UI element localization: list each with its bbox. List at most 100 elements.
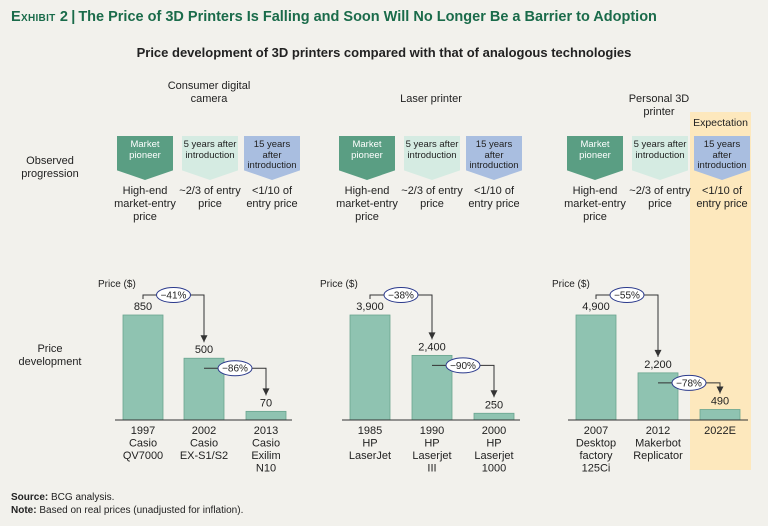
bar bbox=[473, 412, 515, 421]
change-badge-label: −38% bbox=[388, 291, 414, 302]
note-text: Based on real prices (unadjusted for inf… bbox=[39, 505, 244, 516]
category-label: EX-S1/S2 bbox=[180, 450, 228, 462]
change-arrow-head bbox=[428, 332, 436, 340]
category-label: HP bbox=[486, 438, 501, 450]
change-badge-label: −86% bbox=[222, 364, 248, 375]
change-badge-label: −90% bbox=[450, 361, 476, 372]
exhibit-label: Exhibit 2 bbox=[11, 9, 69, 25]
category-label: Replicator bbox=[633, 450, 683, 462]
note-label: Note: bbox=[11, 505, 37, 516]
tag-description-five: ~2/3 of entry price bbox=[401, 185, 463, 210]
change-badge-oval bbox=[671, 374, 707, 391]
change-arrow-head bbox=[654, 349, 662, 357]
exhibit-title: Exhibit 2 | The Price of 3D Printers Is Fa… bbox=[11, 9, 657, 25]
source-label: Source: bbox=[11, 492, 49, 503]
tag-five: 5 years after introduction bbox=[404, 136, 460, 180]
value-label: 850 bbox=[134, 301, 152, 313]
category-label: N10 bbox=[256, 463, 276, 475]
category-label: 1997 bbox=[131, 425, 155, 437]
observed-progression-label: Observed progression bbox=[21, 155, 79, 180]
tag-description-pioneer: High-end market-entry price bbox=[336, 185, 398, 223]
expectation-label: Expectation bbox=[693, 117, 748, 129]
tag-description-fifteen: <1/10 of entry price bbox=[468, 185, 520, 210]
category-label: 1000 bbox=[482, 463, 506, 475]
category-label: HP bbox=[424, 438, 439, 450]
category-label: Exilim bbox=[251, 450, 280, 462]
panel-heading: Consumer digital camera bbox=[167, 80, 251, 105]
change-badge-label: −55% bbox=[614, 291, 640, 302]
bar bbox=[349, 314, 391, 421]
tag-fifteen: 15 years after introduction bbox=[694, 136, 750, 180]
category-label: Casio bbox=[129, 438, 157, 450]
bar bbox=[699, 409, 741, 421]
category-label: Makerbot bbox=[635, 438, 681, 450]
bar bbox=[122, 314, 164, 421]
tag-five: 5 years after introduction bbox=[182, 136, 238, 180]
category-label: factory bbox=[579, 450, 613, 462]
category-label: LaserJet bbox=[349, 450, 391, 462]
tag-description-fifteen: <1/10 of entry price bbox=[246, 185, 298, 210]
category-label: 125Ci bbox=[582, 463, 611, 475]
tag-pioneer: Market pioneer bbox=[117, 136, 173, 180]
tag-description-pioneer: High-end market-entry price bbox=[114, 185, 176, 223]
category-label: HP bbox=[362, 438, 377, 450]
exhibit-title-text: The Price of 3D Printers Is Falling and … bbox=[78, 9, 657, 25]
source-text: BCG analysis. bbox=[51, 492, 115, 503]
tag-five: 5 years after introduction bbox=[632, 136, 688, 180]
value-label: 4,900 bbox=[582, 301, 610, 313]
bar bbox=[411, 354, 453, 421]
category-label: 2012 bbox=[646, 425, 670, 437]
chart-subtitle: Price development of 3D printers compare… bbox=[136, 45, 632, 60]
change-badge-oval bbox=[217, 360, 253, 377]
category-label: 1985 bbox=[358, 425, 382, 437]
tag-pioneer: Market pioneer bbox=[339, 136, 395, 180]
category-label: Laserjet bbox=[412, 450, 451, 462]
value-label: 70 bbox=[260, 397, 272, 409]
bar bbox=[575, 314, 617, 421]
value-label: 2,200 bbox=[644, 359, 672, 371]
tag-description-five: ~2/3 of entry price bbox=[179, 185, 241, 210]
category-label: Casio bbox=[190, 438, 218, 450]
value-label: 500 bbox=[195, 344, 213, 356]
price-development-label: Price development bbox=[18, 343, 82, 368]
value-label: 2,400 bbox=[418, 341, 446, 353]
change-badge-oval bbox=[383, 287, 419, 303]
panel-heading: Personal 3D printer bbox=[628, 93, 690, 118]
panel-heading: Laser printer bbox=[400, 93, 462, 105]
exhibit-separator: | bbox=[71, 9, 76, 25]
tag-fifteen: 15 years after introduction bbox=[466, 136, 522, 180]
category-label: 2007 bbox=[584, 425, 608, 437]
category-label: III bbox=[427, 463, 436, 475]
bar bbox=[637, 372, 679, 421]
y-axis-label: Price ($) bbox=[98, 279, 136, 290]
footer: Source: BCG analysis. Note: Based on rea… bbox=[11, 491, 243, 517]
bar bbox=[245, 410, 287, 421]
change-arrow-head bbox=[716, 386, 724, 394]
change-arrow-head bbox=[262, 388, 270, 396]
tag-description-pioneer: High-end market-entry price bbox=[564, 185, 626, 223]
category-label: 2022E bbox=[704, 425, 736, 437]
change-badge-oval bbox=[609, 287, 645, 303]
category-label: Desktop bbox=[576, 438, 616, 450]
tag-fifteen: 15 years after introduction bbox=[244, 136, 300, 180]
category-label: 1990 bbox=[420, 425, 444, 437]
change-badge-oval bbox=[156, 287, 191, 303]
category-label: Casio bbox=[252, 438, 280, 450]
change-arrow-head bbox=[200, 335, 208, 343]
change-badge-oval bbox=[445, 357, 481, 374]
tag-description-fifteen: <1/10 of entry price bbox=[696, 185, 748, 210]
tag-pioneer: Market pioneer bbox=[567, 136, 623, 180]
value-label: 3,900 bbox=[356, 301, 384, 313]
category-label: Laserjet bbox=[474, 450, 513, 462]
tag-description-five: ~2/3 of entry price bbox=[629, 185, 691, 210]
value-label: 490 bbox=[711, 396, 729, 408]
category-label: 2013 bbox=[254, 425, 278, 437]
category-label: 2000 bbox=[482, 425, 506, 437]
category-label: 2002 bbox=[192, 425, 216, 437]
change-badge-label: −41% bbox=[161, 291, 187, 302]
change-badge-label: −78% bbox=[676, 378, 702, 389]
change-arrow-head bbox=[490, 390, 498, 398]
y-axis-label: Price ($) bbox=[552, 279, 590, 290]
value-label: 250 bbox=[485, 399, 503, 411]
